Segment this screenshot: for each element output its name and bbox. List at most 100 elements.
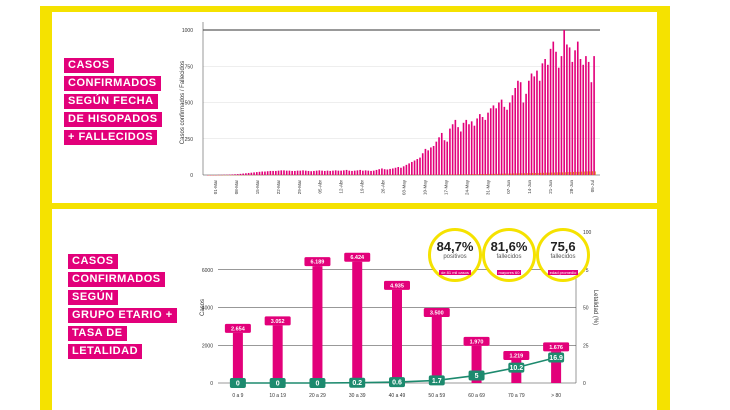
bar-value-box — [224, 323, 251, 333]
case-bar — [231, 174, 234, 175]
death-bar — [548, 172, 550, 175]
top-label-line: DE HISOPADOS — [64, 112, 162, 127]
bar-value-box — [423, 307, 450, 317]
bar-value-box — [264, 316, 291, 326]
bar-value-pointer — [354, 261, 361, 265]
stat-tag: de 81 mil casos — [439, 270, 471, 275]
x-tick-label: 26-Abr — [381, 180, 386, 194]
bottom-label-line: SEGÚN — [68, 290, 118, 305]
case-bar — [242, 173, 244, 175]
x-tick-label: 12-Abr — [339, 180, 344, 194]
x-tick-label: 30 a 39 — [349, 393, 366, 399]
case-bar — [302, 170, 304, 175]
lethality-label: 0 — [236, 381, 240, 388]
case-bar — [459, 131, 462, 175]
death-bar — [502, 173, 504, 175]
case-bar — [397, 167, 400, 175]
case-bar — [571, 61, 574, 175]
x-tick-label: 14-Jun — [527, 180, 532, 194]
case-bar — [304, 170, 307, 175]
case-bar — [419, 157, 421, 175]
lethality-point-box — [389, 377, 405, 388]
bar-value-label: 3.052 — [271, 319, 285, 325]
death-bar — [480, 173, 482, 175]
death-bar — [477, 174, 479, 175]
y2-tick-label: 0 — [583, 381, 586, 387]
case-bar — [462, 122, 465, 175]
case-bar — [576, 41, 579, 175]
case-bar — [277, 170, 280, 175]
death-bar — [567, 172, 569, 175]
case-bar — [487, 112, 489, 175]
x-tick-label: > 80 — [551, 393, 561, 399]
case-bar — [481, 117, 484, 175]
case-bar — [394, 167, 397, 175]
case-bar — [318, 170, 321, 175]
y-tick-label: 4000 — [202, 306, 213, 312]
case-bar — [538, 80, 541, 175]
case-bar — [400, 167, 402, 175]
case-bar — [381, 168, 383, 175]
x-tick-label: 05-Jul — [590, 180, 595, 192]
case-bar — [533, 76, 536, 175]
case-bar — [544, 59, 546, 175]
case-bar — [500, 99, 503, 175]
death-bar — [507, 173, 509, 175]
case-bar — [566, 44, 568, 175]
lethality-point-box — [349, 377, 366, 388]
bar-value-pointer — [513, 359, 520, 363]
lethality-label: 0.6 — [392, 380, 402, 387]
lethality-label: 10.2 — [510, 365, 524, 372]
death-bar — [512, 173, 515, 175]
bottom-label-line: LETALIDAD — [68, 344, 143, 359]
bar-value-label: 1.970 — [470, 339, 484, 345]
death-bar — [586, 171, 588, 175]
death-bar — [559, 172, 561, 175]
y2-tick-label: 50 — [583, 306, 589, 312]
case-bar — [479, 114, 481, 175]
y-tick-label: 0 — [210, 381, 213, 387]
bar-value-pointer — [473, 345, 480, 349]
lethality-label: 16.9 — [549, 355, 563, 362]
case-bar — [234, 174, 236, 175]
case-bar — [269, 170, 272, 175]
death-bar — [526, 173, 528, 175]
bottom-label-line: TASA DE — [68, 326, 127, 341]
death-bar — [499, 173, 501, 175]
case-bar — [291, 170, 293, 175]
case-bar — [552, 41, 555, 175]
case-bar — [351, 170, 353, 175]
death-bar — [491, 173, 493, 175]
case-bar — [245, 173, 247, 175]
bar-value-label: 4.935 — [390, 283, 404, 289]
case-bar — [522, 102, 525, 175]
x-tick-label: 19-Abr — [360, 180, 365, 194]
case-bar — [424, 148, 427, 175]
case-bar — [383, 169, 386, 175]
case-bar — [470, 121, 473, 175]
bar-value-pointer — [234, 332, 241, 336]
death-bar — [556, 172, 558, 175]
death-bar — [529, 173, 531, 175]
death-bar — [482, 173, 485, 175]
cases-bar — [551, 351, 562, 383]
stat-tag: edad promedio — [547, 270, 579, 275]
case-bar — [525, 93, 527, 175]
case-bar — [408, 163, 410, 175]
case-bar — [449, 128, 451, 175]
bar-value-box — [503, 350, 530, 360]
bottom-section-label: CASOS CONFIRMADOS SEGÚN GRUPO ETARIO + T… — [68, 254, 177, 362]
lethality-point-box — [269, 378, 286, 388]
case-bar — [247, 172, 250, 175]
case-bar — [416, 159, 419, 175]
x-tick-label: 10-May — [422, 179, 427, 195]
case-bar — [323, 170, 326, 175]
x-tick-label: 10 a 19 — [269, 393, 286, 399]
stat-value: 84,7% — [436, 239, 474, 254]
y2-tick-label: 100 — [583, 230, 592, 236]
lethality-point-box — [229, 378, 246, 388]
bar-value-box — [463, 336, 490, 346]
case-bar — [334, 170, 337, 175]
death-bar — [518, 173, 520, 175]
death-bar — [455, 174, 457, 175]
